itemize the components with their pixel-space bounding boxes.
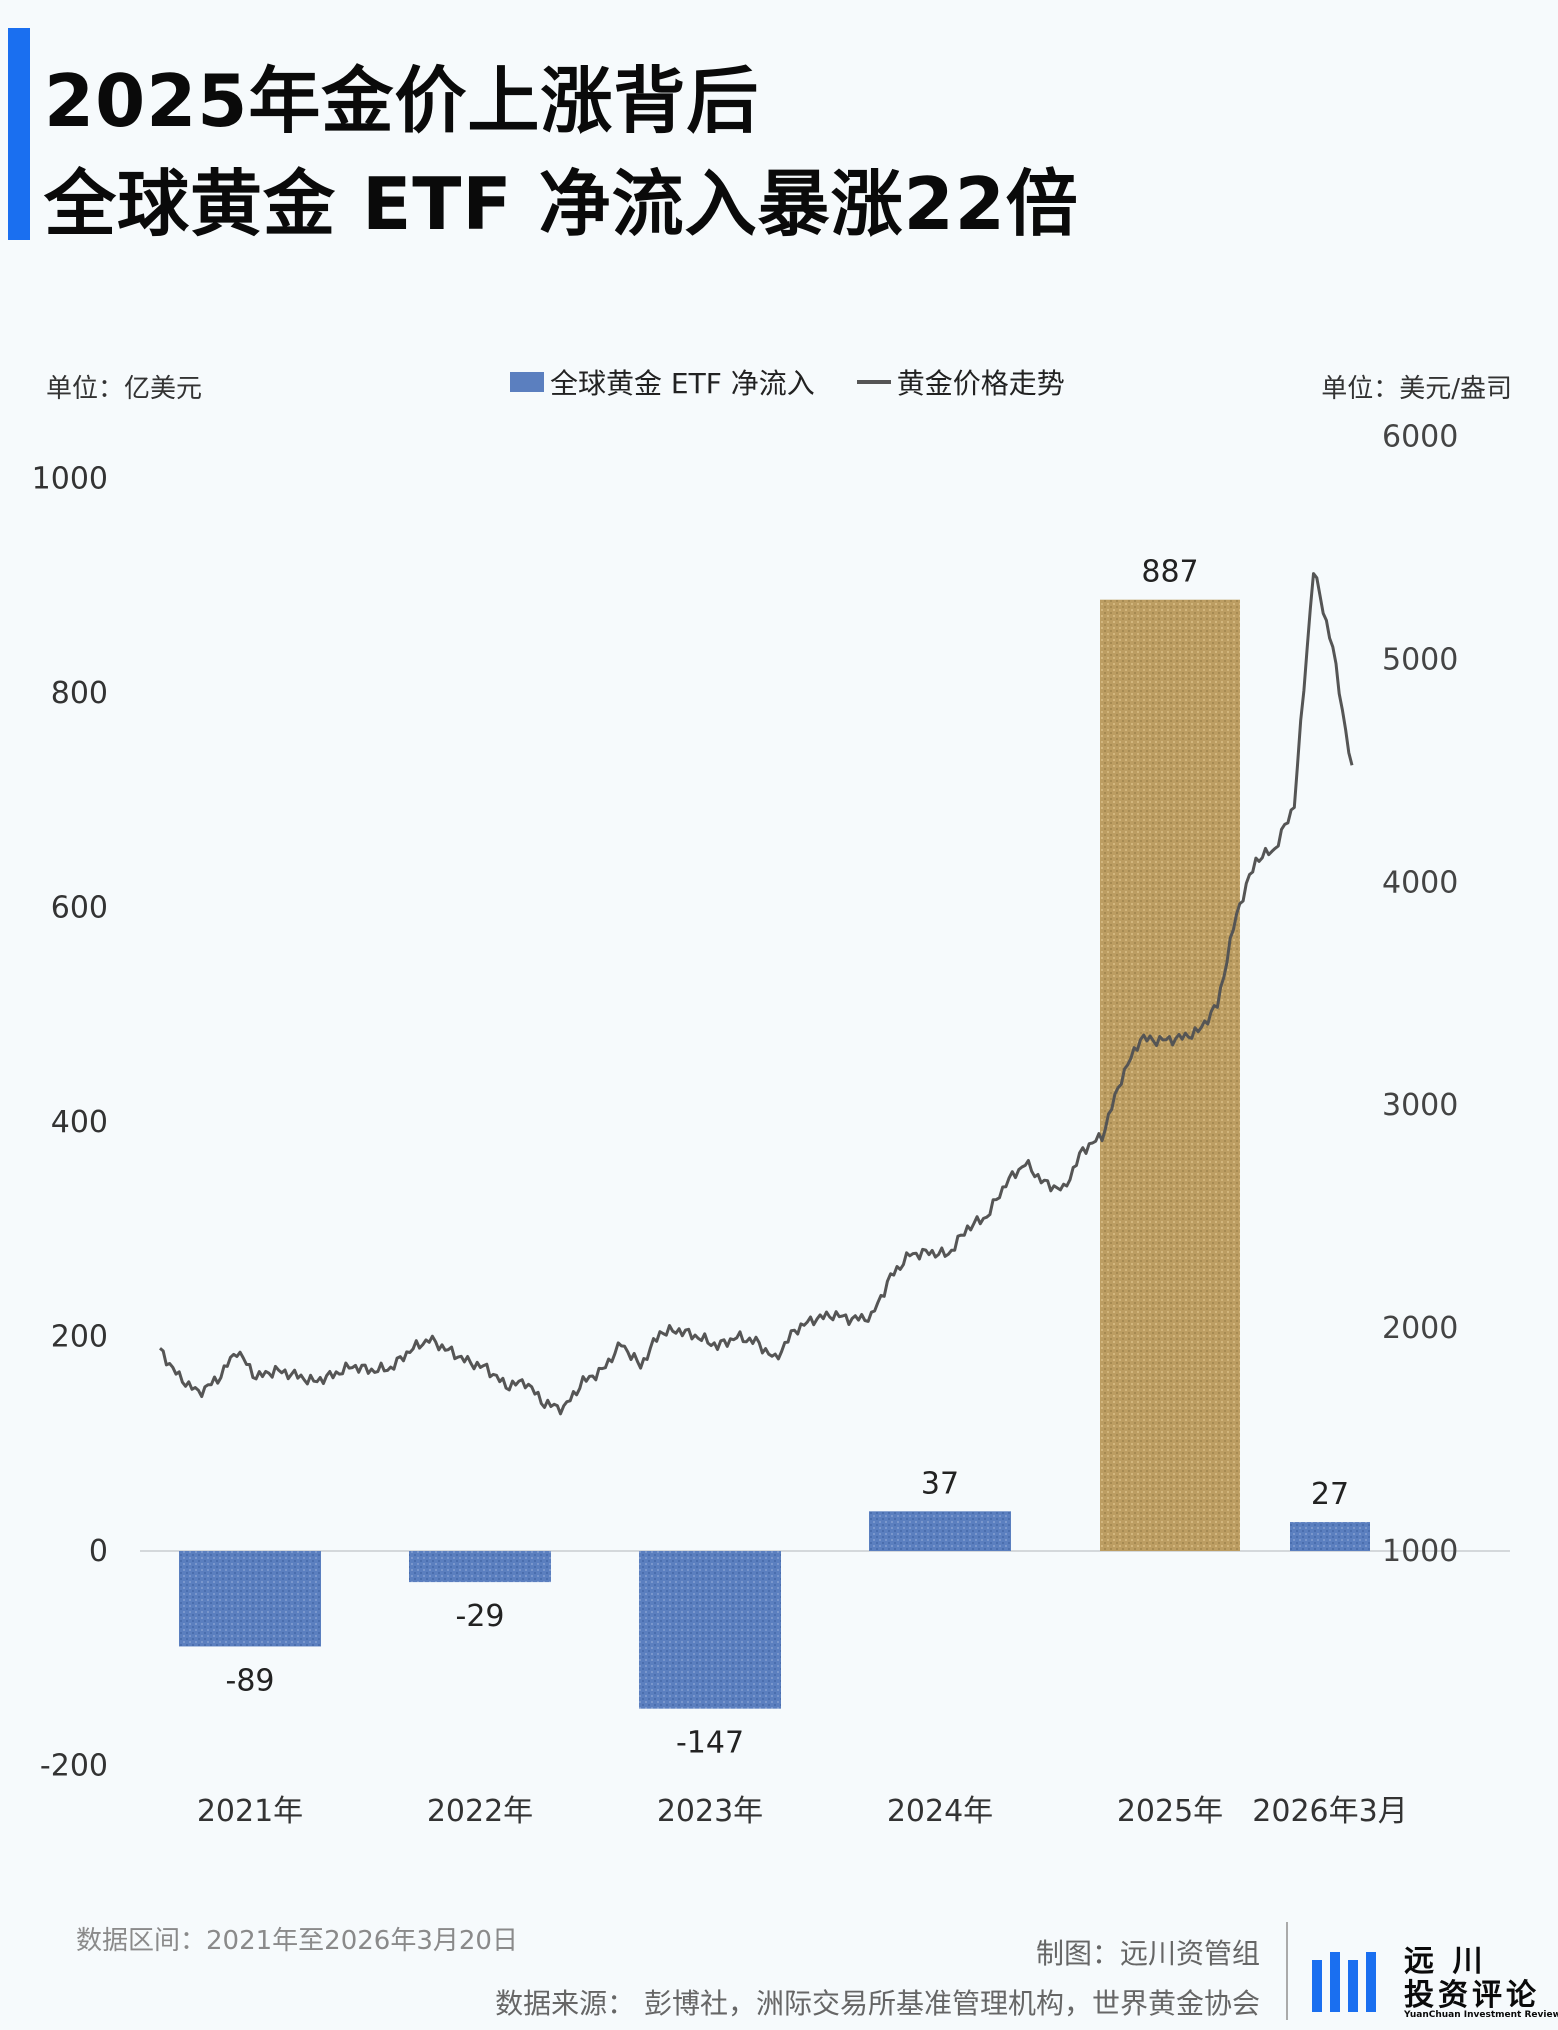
left-axis-tick-label: 0 <box>89 1534 108 1569</box>
right-axis-tick-label: 1000 <box>1382 1534 1458 1569</box>
right-axis-tick-label: 6000 <box>1382 420 1458 455</box>
x-axis-category-label: 2026年3月 <box>1252 1794 1407 1829</box>
right-axis-tick-label: 3000 <box>1382 1088 1458 1123</box>
data-source: 数据来源： 彭博社，洲际交易所基准管理机构，世界黄金协会 <box>495 1987 1260 2020</box>
logo-bar <box>1366 1952 1376 2012</box>
bars-logo-icon <box>1312 1952 1376 2012</box>
logo-bar <box>1312 1960 1322 2012</box>
x-axis-category-label: 2024年 <box>887 1794 993 1829</box>
legend-bar-swatch <box>510 372 544 392</box>
page-title-line-2: 全球黄金 ETF 净流入暴涨22倍 <box>44 162 1079 246</box>
x-axis-category-label: 2023年 <box>657 1794 763 1829</box>
legend-line-label: 黄金价格走势 <box>896 367 1065 400</box>
x-axis-category-label: 2021年 <box>197 1794 303 1829</box>
bar-data-label: -89 <box>226 1663 275 1698</box>
left-axis-tick-label: 600 <box>51 891 108 926</box>
logo-bar <box>1330 1952 1340 2012</box>
gold-price-line <box>159 572 1354 1416</box>
bar-2021年 <box>179 1551 321 1647</box>
bar-2023年 <box>639 1551 781 1709</box>
logo-bar <box>1348 1960 1358 2012</box>
data-range-note: 数据区间：2021年至2026年3月20日 <box>76 1926 518 1956</box>
brand-name-line-2: 投资评论 <box>1404 1978 1540 2013</box>
left-axis-tick-label: -200 <box>40 1749 108 1784</box>
left-axis-tick-label: 1000 <box>32 462 108 497</box>
etf-flow-gold-price-chart: -200 0 200 400 600 800 1000 1000 2000 3000 4000 500… <box>32 420 1510 1829</box>
right-axis-tick-label: 2000 <box>1382 1311 1458 1346</box>
legend-line-swatch <box>856 380 891 384</box>
legend-bar-label: 全球黄金 ETF 净流入 <box>550 367 815 400</box>
bar-2025年 <box>1100 599 1240 1551</box>
bar-data-label: 27 <box>1311 1477 1349 1512</box>
left-axis-tick-label: 200 <box>51 1320 108 1355</box>
page-title-line-1: 2025年金价上涨背后 <box>44 59 760 143</box>
right-axis-tick-label: 5000 <box>1382 642 1458 677</box>
right-axis-tick-label: 4000 <box>1382 865 1458 900</box>
bar-data-label: -29 <box>456 1599 505 1634</box>
bar-2026年3月 <box>1290 1522 1370 1551</box>
bar-data-label: 887 <box>1141 555 1198 590</box>
bar-2024年 <box>869 1511 1011 1551</box>
bar-data-label: 37 <box>921 1466 959 1501</box>
chart-legend: 全球黄金 ETF 净流入 黄金价格走势 <box>510 362 1065 402</box>
x-axis-category-label: 2025年 <box>1117 1794 1223 1829</box>
title-accent-bar <box>8 28 30 240</box>
chart-credit: 制图：远川资管组 <box>1035 1937 1260 1970</box>
right-axis-unit: 单位：美元/盎司 <box>1321 374 1512 404</box>
bar-2022年 <box>409 1551 551 1583</box>
brand-divider <box>1286 1922 1288 2020</box>
brand-name-line-1: 远 川 <box>1404 1944 1487 1979</box>
left-axis-tick-label: 400 <box>51 1105 108 1140</box>
left-axis-tick-label: 800 <box>51 676 108 711</box>
x-axis-category-label: 2022年 <box>427 1794 533 1829</box>
brand-name-english: YuanChuan Investment Review <box>1404 2010 1558 2020</box>
bar-data-label: -147 <box>676 1726 744 1761</box>
left-axis-unit: 单位：亿美元 <box>46 374 203 404</box>
